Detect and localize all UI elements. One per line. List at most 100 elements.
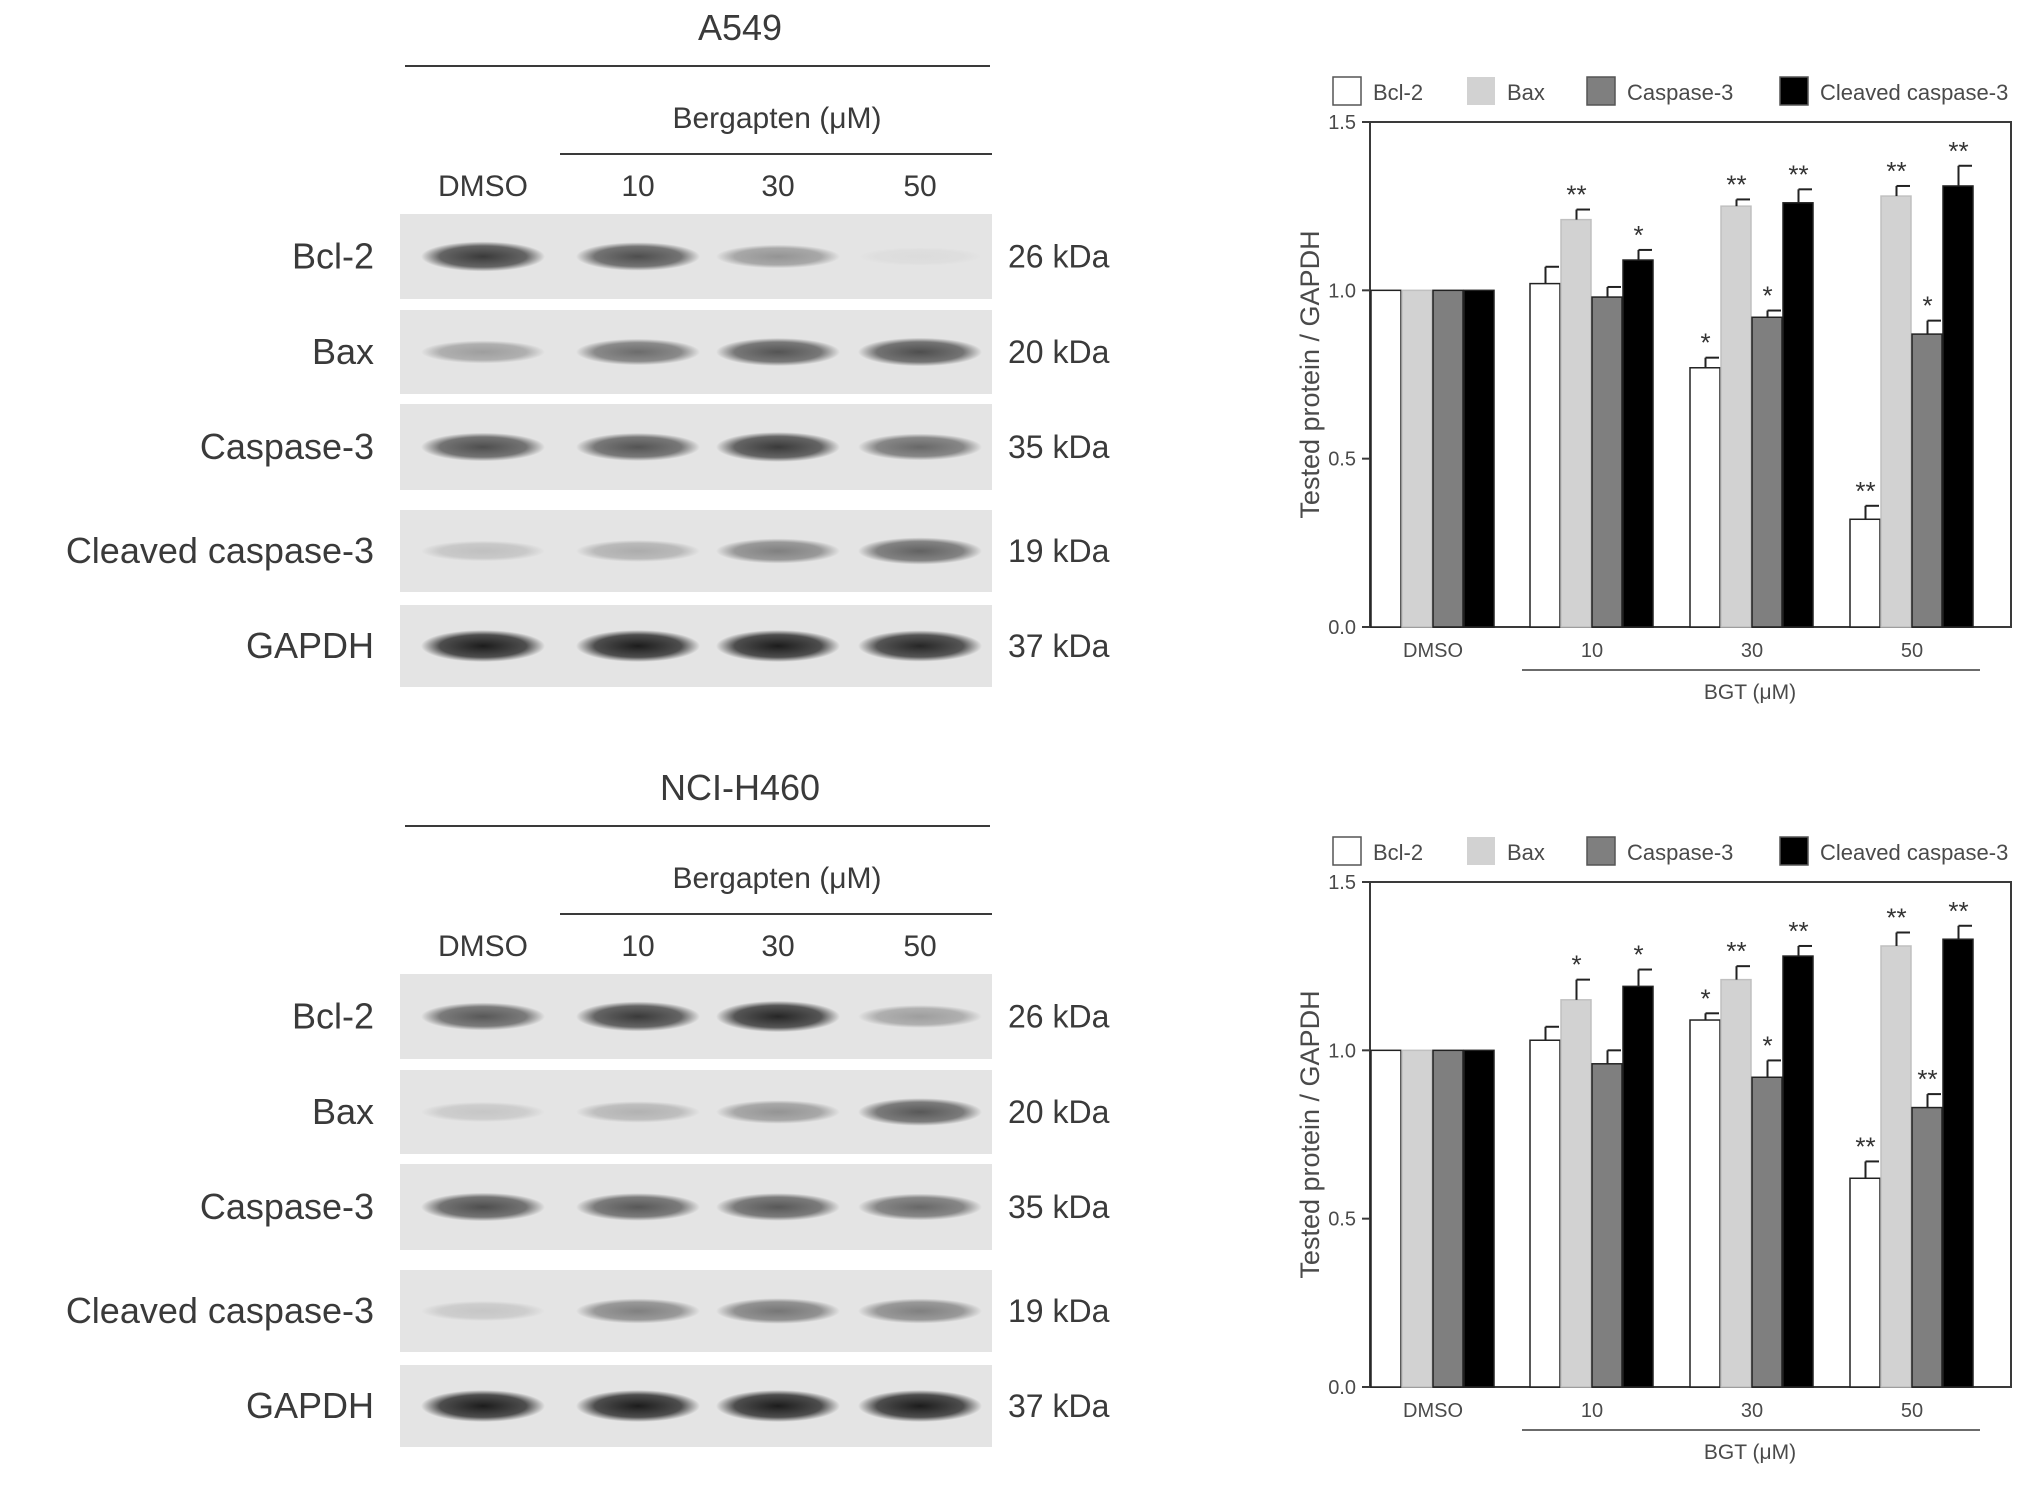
bar-cleaved-caspase-3-10 bbox=[1622, 985, 1654, 1388]
band-gapdh-30 bbox=[716, 1390, 840, 1422]
band-cleaved-caspase-3-30 bbox=[716, 538, 840, 564]
x-tick-label-30: 30 bbox=[1741, 640, 1763, 662]
significance-bcl-2-50: ** bbox=[1855, 1131, 1875, 1161]
y-tick-label-0-0: 0.0 bbox=[1328, 1377, 1356, 1399]
band-gapdh-10 bbox=[576, 1390, 700, 1422]
band-cleaved-caspase-3-dmso bbox=[421, 1300, 545, 1322]
band-bax-dmso bbox=[421, 1101, 545, 1123]
legend-label-cleaved-caspase-3: Cleaved caspase-3 bbox=[1820, 840, 2008, 865]
band-bax-30 bbox=[716, 1100, 840, 1124]
cell-line-title: NCI-H460 bbox=[660, 767, 820, 808]
band-caspase-3-30 bbox=[716, 432, 840, 462]
protein-label-caspase-3: Caspase-3 bbox=[200, 1186, 374, 1227]
band-gapdh-50 bbox=[858, 1390, 982, 1422]
band-caspase-3-30 bbox=[716, 1193, 840, 1221]
band-gapdh-50 bbox=[858, 630, 982, 662]
band-cleaved-caspase-3-10 bbox=[576, 1298, 700, 1324]
chart-panel-nci-h460: Bcl-2 Bax Caspase-3 Cleaved caspase-3 0.0 0.5… bbox=[1160, 760, 2031, 1500]
treatment-label: Bergapten (μM) bbox=[672, 102, 881, 135]
lane-label-50: 50 bbox=[903, 930, 936, 963]
y-tick-label-0-5: 0.5 bbox=[1328, 1209, 1356, 1231]
bar-bax-50 bbox=[1880, 195, 1912, 628]
y-axis-label: Tested protein / GAPDH bbox=[1295, 230, 1325, 518]
legend-label-caspase-3: Caspase-3 bbox=[1627, 840, 1733, 865]
legend-swatch-cleaved-caspase-3 bbox=[1779, 836, 1809, 866]
band-gapdh-30 bbox=[716, 630, 840, 662]
band-cleaved-caspase-3-dmso bbox=[421, 540, 545, 562]
significance-caspase-3-30: * bbox=[1762, 1030, 1772, 1060]
significance-cleaved-caspase-3-50: ** bbox=[1948, 136, 1968, 166]
protein-label-bcl-2: Bcl-2 bbox=[292, 236, 374, 277]
kda-label-cleaved-caspase-3: 19 kDa bbox=[1008, 533, 1110, 569]
band-bcl-2-50 bbox=[858, 1005, 982, 1028]
bar-cleaved-caspase-3-10 bbox=[1622, 259, 1654, 628]
bar-bcl-2-30 bbox=[1689, 367, 1721, 628]
bar-cleaved-caspase-3-dmso bbox=[1463, 1049, 1495, 1388]
protein-label-cleaved-caspase-3: Cleaved caspase-3 bbox=[66, 1290, 374, 1331]
bar-chart-nci-h460: Bcl-2 Bax Caspase-3 Cleaved caspase-3 0.0 0.5… bbox=[1295, 836, 2012, 1464]
legend-swatch-caspase-3 bbox=[1586, 836, 1616, 866]
x-tick-label-10: 10 bbox=[1581, 1400, 1603, 1422]
kda-label-caspase-3: 35 kDa bbox=[1008, 1189, 1110, 1225]
blot-panel-a549: A549 Bergapten (μM) DMSO 10 30 50 Bcl-2 26 kDa B… bbox=[0, 0, 1140, 720]
significance-caspase-3-50: ** bbox=[1917, 1064, 1937, 1094]
significance-cleaved-caspase-3-10: * bbox=[1633, 940, 1643, 970]
significance-bax-10: ** bbox=[1566, 180, 1586, 210]
bar-caspase-3-dmso bbox=[1432, 1049, 1464, 1388]
x-tick-label-30: 30 bbox=[1741, 1400, 1763, 1422]
bar-caspase-3-10 bbox=[1591, 1063, 1623, 1388]
bar-caspase-3-50 bbox=[1911, 333, 1943, 628]
bar-cleaved-caspase-3-30 bbox=[1782, 955, 1814, 1388]
band-caspase-3-50 bbox=[858, 433, 982, 461]
lane-label-dmso: DMSO bbox=[438, 170, 528, 203]
bar-bcl-2-10 bbox=[1529, 1039, 1561, 1388]
y-tick-label-1-0: 1.0 bbox=[1328, 1040, 1356, 1062]
bar-bcl-2-50 bbox=[1849, 518, 1881, 628]
band-bax-50 bbox=[858, 337, 982, 367]
bar-cleaved-caspase-3-50 bbox=[1942, 185, 1974, 628]
bar-bax-10 bbox=[1560, 218, 1592, 628]
significance-bax-30: ** bbox=[1726, 169, 1746, 199]
band-bcl-2-10 bbox=[576, 1001, 700, 1032]
protein-label-gapdh: GAPDH bbox=[246, 625, 374, 666]
significance-cleaved-caspase-3-30: ** bbox=[1788, 159, 1808, 189]
lane-label-30: 30 bbox=[761, 170, 794, 203]
band-bcl-2-30 bbox=[716, 1000, 840, 1033]
band-bax-50 bbox=[858, 1098, 982, 1126]
band-bax-10 bbox=[576, 1101, 700, 1123]
band-gapdh-10 bbox=[576, 630, 700, 662]
lane-label-30: 30 bbox=[761, 930, 794, 963]
band-caspase-3-dmso bbox=[421, 432, 545, 462]
bar-caspase-3-dmso bbox=[1432, 289, 1464, 628]
band-gapdh-dmso bbox=[421, 630, 545, 662]
group-label: BGT (μM) bbox=[1704, 1441, 1796, 1464]
band-bcl-2-dmso bbox=[421, 241, 545, 272]
significance-cleaved-caspase-3-30: ** bbox=[1788, 916, 1808, 946]
y-axis-label: Tested protein / GAPDH bbox=[1295, 990, 1325, 1278]
legend-label-caspase-3: Caspase-3 bbox=[1627, 80, 1733, 105]
band-cleaved-caspase-3-50 bbox=[858, 1298, 982, 1324]
kda-label-bcl-2: 26 kDa bbox=[1008, 239, 1110, 275]
y-tick-label-0-0: 0.0 bbox=[1328, 617, 1356, 639]
band-cleaved-caspase-3-50 bbox=[858, 537, 982, 565]
band-bax-dmso bbox=[421, 340, 545, 364]
bar-bcl-2-dmso bbox=[1370, 289, 1402, 628]
bar-caspase-3-30 bbox=[1751, 316, 1783, 628]
bar-cleaved-caspase-3-30 bbox=[1782, 202, 1814, 628]
cell-line-title: A549 bbox=[698, 7, 782, 48]
legend-label-bax: Bax bbox=[1507, 840, 1545, 865]
band-bcl-2-dmso bbox=[421, 1002, 545, 1031]
kda-label-gapdh: 37 kDa bbox=[1008, 1388, 1110, 1424]
lane-label-dmso: DMSO bbox=[438, 930, 528, 963]
band-bax-10 bbox=[576, 338, 700, 366]
legend-label-bax: Bax bbox=[1507, 80, 1545, 105]
bar-bcl-2-50 bbox=[1849, 1177, 1881, 1388]
bar-caspase-3-50 bbox=[1911, 1106, 1943, 1388]
bar-chart-a549: Bcl-2 Bax Caspase-3 Cleaved caspase-3 0.0 0.5… bbox=[1295, 76, 2012, 704]
kda-label-bax: 20 kDa bbox=[1008, 334, 1110, 370]
lane-label-50: 50 bbox=[903, 170, 936, 203]
significance-caspase-3-30: * bbox=[1762, 281, 1772, 311]
protein-label-bax: Bax bbox=[312, 1091, 374, 1132]
lane-label-10: 10 bbox=[621, 930, 654, 963]
bar-bcl-2-30 bbox=[1689, 1019, 1721, 1388]
